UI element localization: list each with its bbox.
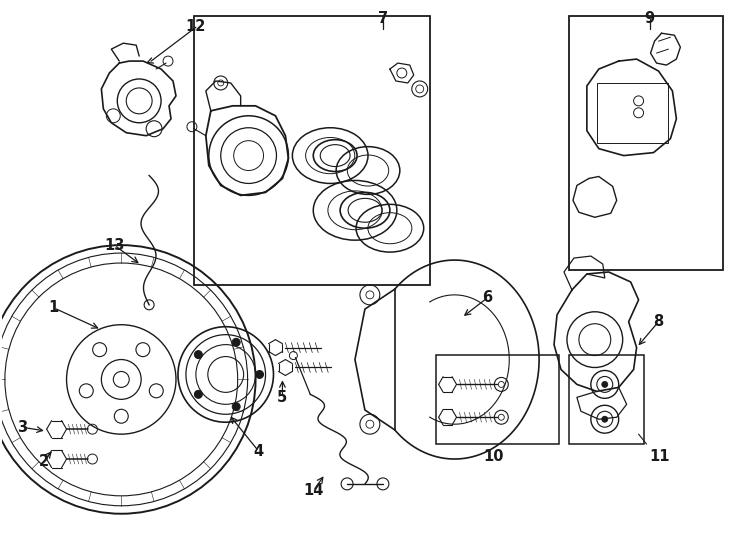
- Circle shape: [255, 370, 264, 379]
- Bar: [194, 16, 429, 285]
- Text: 13: 13: [104, 238, 125, 253]
- Circle shape: [232, 403, 240, 410]
- Bar: [436, 355, 559, 444]
- Circle shape: [602, 381, 608, 387]
- Text: 2: 2: [39, 454, 48, 469]
- Text: 5: 5: [277, 390, 288, 405]
- Text: 6: 6: [482, 291, 493, 305]
- Bar: [569, 16, 723, 270]
- Text: 14: 14: [303, 483, 324, 498]
- Text: 12: 12: [186, 19, 206, 35]
- Text: 4: 4: [253, 443, 264, 458]
- Circle shape: [113, 372, 129, 387]
- Circle shape: [602, 416, 608, 422]
- Text: 8: 8: [653, 314, 664, 329]
- Circle shape: [232, 339, 240, 346]
- Circle shape: [195, 350, 203, 359]
- Circle shape: [195, 390, 203, 399]
- Text: 10: 10: [483, 449, 504, 464]
- Text: 11: 11: [650, 449, 670, 464]
- Bar: [597, 83, 669, 143]
- Text: 9: 9: [644, 11, 655, 26]
- Bar: [569, 355, 644, 444]
- Text: 1: 1: [48, 300, 59, 315]
- Text: 3: 3: [17, 420, 27, 435]
- Text: 7: 7: [378, 11, 388, 26]
